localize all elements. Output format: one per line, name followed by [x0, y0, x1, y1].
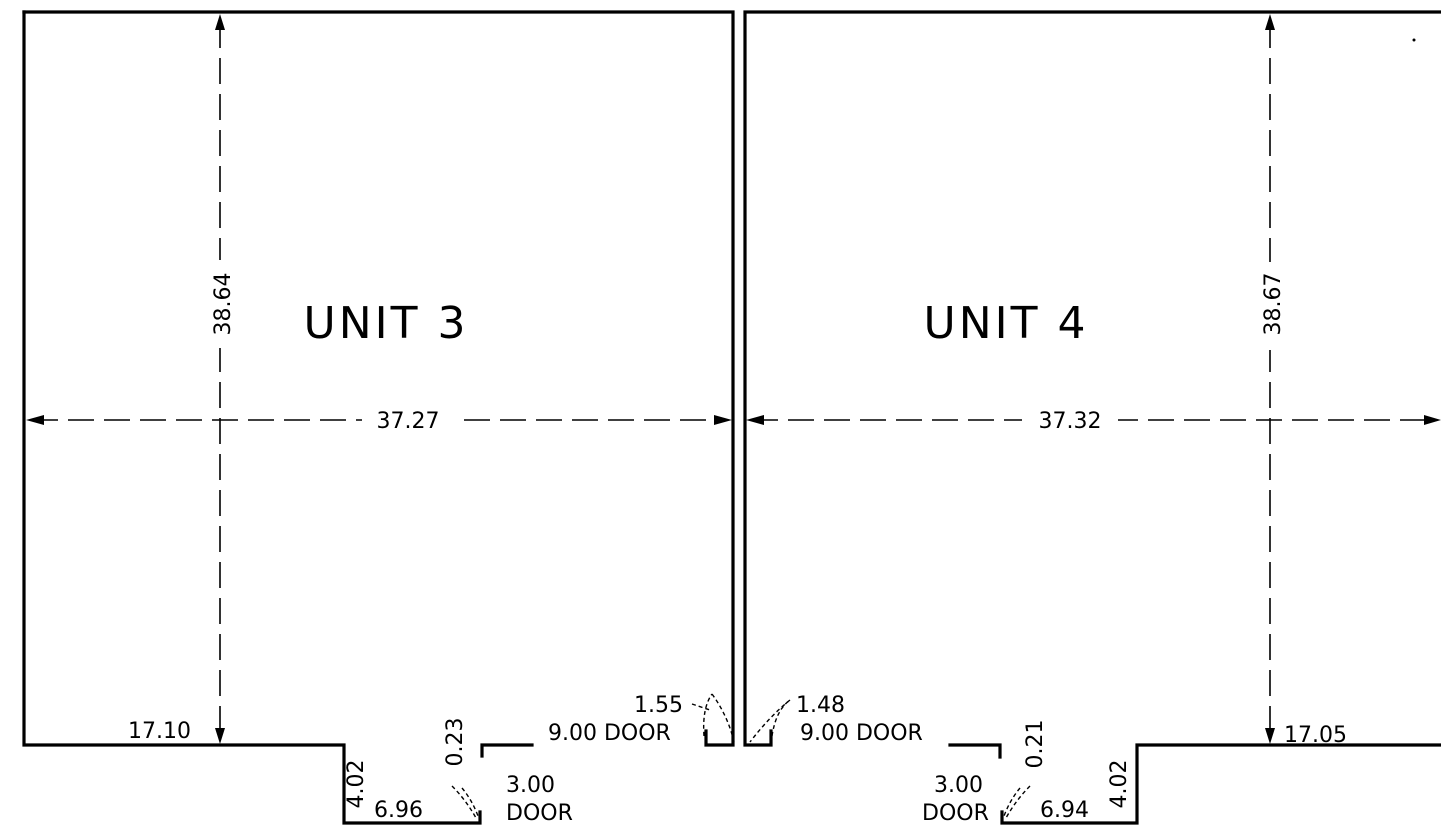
unit-4-notch-width-label: 6.94: [1040, 798, 1089, 823]
unit-3-jog-label: 0.23: [443, 718, 468, 767]
unit-4-jog-leader: [1003, 785, 1031, 819]
unit-4-notch-depth-label: 4.02: [1107, 760, 1132, 809]
unit-3-door-swing: [691, 693, 735, 743]
unit-3-walls: [22, 10, 735, 825]
unit-3-jog-leader: [451, 785, 479, 819]
unit-3-width-label: 37.27: [377, 409, 440, 434]
unit-4-small-door-size: 3.00: [934, 773, 983, 798]
unit-3-door-clearance-label: 1.55: [634, 693, 683, 718]
unit-3-offset-label: 17.10: [128, 719, 191, 744]
unit-4-depth-label: 38.67: [1261, 273, 1286, 336]
unit-3-depth-label: 38.64: [211, 273, 236, 336]
unit-4-title: UNIT 4: [924, 298, 1089, 349]
unit-4-door-swing: [749, 699, 791, 743]
unit-4-walls: [743, 10, 1441, 825]
unit-4-jog-label: 0.21: [1023, 720, 1048, 769]
unit-3-width-dimension: 37.27: [26, 405, 732, 435]
unit-3-depth-dimension: 38.64: [206, 14, 236, 744]
ink-speck: [1412, 38, 1416, 42]
unit-4-small-door-word: DOOR: [922, 801, 989, 826]
unit-3-large-door-label: 9.00 DOOR: [548, 721, 671, 746]
unit-4-width-label: 37.32: [1039, 409, 1102, 434]
unit-4-door-clearance-label: 1.48: [796, 693, 845, 718]
unit-4-width-dimension: 37.32: [746, 405, 1441, 435]
unit-3-title: UNIT 3: [304, 298, 469, 349]
unit-3-small-door-word: DOOR: [506, 801, 573, 826]
unit-3-notch-depth-label: 4.02: [344, 760, 369, 809]
unit-4-offset-label: 17.05: [1284, 723, 1347, 748]
unit-3-notch-width-label: 6.96: [374, 798, 423, 823]
unit-4-depth-dimension: 38.67: [1256, 14, 1286, 744]
unit-3-small-door-size: 3.00: [506, 773, 555, 798]
unit-4-large-door-label: 9.00 DOOR: [800, 721, 923, 746]
